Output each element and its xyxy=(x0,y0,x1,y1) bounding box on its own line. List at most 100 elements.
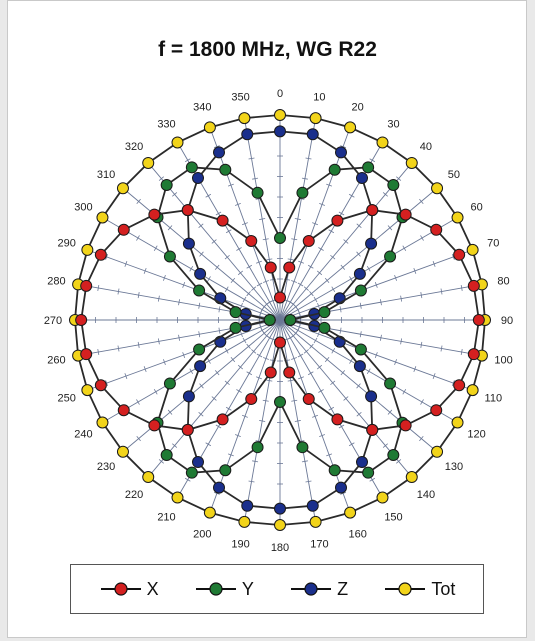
grid-tick xyxy=(234,434,241,437)
grid-tick xyxy=(305,157,312,160)
grid-tick xyxy=(328,406,335,411)
grid-tick xyxy=(413,267,417,274)
data-point-z xyxy=(182,390,195,403)
grid-tick xyxy=(340,491,347,495)
data-point-x xyxy=(80,348,93,361)
grid-tick xyxy=(207,276,211,282)
grid-tick xyxy=(356,411,362,417)
grid-tick xyxy=(340,145,347,149)
grid-tick xyxy=(356,223,362,229)
grid-tick xyxy=(420,292,423,299)
data-point-tot xyxy=(171,491,184,504)
grid-tick xyxy=(137,292,140,299)
angle-tick-label: 120 xyxy=(467,429,485,441)
grid-tick xyxy=(309,291,314,297)
grid-tick xyxy=(241,222,248,226)
grid-tick xyxy=(294,420,301,422)
grid-tick xyxy=(163,274,166,281)
legend-label-tot: Tot xyxy=(431,578,456,599)
grid-tick xyxy=(213,491,220,495)
grid-tick xyxy=(143,267,147,274)
grid-tick xyxy=(230,277,236,284)
data-point-x xyxy=(302,235,315,248)
grid-tick xyxy=(413,366,417,373)
data-point-z xyxy=(365,237,378,250)
grid-tick xyxy=(366,265,371,272)
data-point-tot xyxy=(142,471,155,484)
angle-tick-label: 330 xyxy=(157,118,175,130)
data-point-y xyxy=(274,232,286,244)
grid-tick xyxy=(369,477,376,482)
grid-tick xyxy=(291,280,297,283)
grid-tick xyxy=(348,442,355,447)
data-point-z xyxy=(213,481,226,494)
grid-tick xyxy=(356,383,361,389)
data-point-y xyxy=(274,396,286,408)
grid-tick xyxy=(305,480,312,483)
grid-tick xyxy=(374,281,378,288)
data-point-y xyxy=(219,163,232,176)
grid-tick xyxy=(153,245,158,252)
grid-tick xyxy=(343,396,349,401)
angle-tick-label: 320 xyxy=(125,141,143,153)
grid-tick xyxy=(237,364,244,370)
data-point-x xyxy=(264,366,277,379)
grid-tick xyxy=(105,253,109,260)
grid-tick xyxy=(394,274,397,281)
angle-tick-label: 340 xyxy=(193,102,211,114)
grid-tick xyxy=(387,409,393,415)
grid-tick xyxy=(227,183,234,187)
grid-tick xyxy=(256,376,262,380)
grid-tick xyxy=(189,265,194,272)
legend-item-z: Z xyxy=(289,579,348,600)
grid-tick xyxy=(256,282,263,287)
grid-tick xyxy=(240,331,243,337)
grid-tick xyxy=(230,356,236,363)
data-point-tot xyxy=(81,384,94,397)
grid-tick xyxy=(366,368,371,375)
grid-tick xyxy=(349,276,353,282)
angle-tick-label: 80 xyxy=(497,276,509,288)
angle-tick-label: 60 xyxy=(470,202,482,214)
grid-tick xyxy=(440,345,443,352)
angular-labels: 0 10 20 30 40 50 60 70 80 90 100 110 120 130 140 150 160… xyxy=(44,88,513,554)
data-point-y xyxy=(296,441,309,454)
grid-tick xyxy=(189,368,194,375)
data-point-y xyxy=(387,449,400,462)
grid-tick xyxy=(242,296,247,303)
data-point-y xyxy=(384,377,397,390)
grid-tick xyxy=(262,238,269,241)
grid-tick xyxy=(259,218,266,220)
data-point-x xyxy=(467,348,480,361)
data-point-tot xyxy=(96,211,109,224)
legend-marker-x xyxy=(100,582,141,596)
data-point-x xyxy=(75,314,88,326)
grid-tick xyxy=(214,370,220,376)
angle-tick-label: 300 xyxy=(74,202,92,214)
grid-tick xyxy=(287,379,294,382)
grid-tick xyxy=(419,436,424,442)
data-point-y xyxy=(160,449,173,462)
grid-tick xyxy=(359,331,362,338)
polar-grid xyxy=(75,115,485,525)
grid-tick xyxy=(313,337,318,344)
data-point-tot xyxy=(171,136,184,149)
data-point-x xyxy=(148,208,161,221)
grid-tick xyxy=(251,286,257,291)
angle-tick-label: 230 xyxy=(97,461,115,473)
grid-tick xyxy=(198,331,201,338)
data-point-tot xyxy=(405,156,418,169)
angle-tick-label: 160 xyxy=(348,528,366,540)
data-point-tot xyxy=(466,384,479,397)
grid-tick xyxy=(167,409,173,415)
grid-tick xyxy=(312,414,319,418)
angle-tick-label: 170 xyxy=(310,539,328,551)
data-point-y xyxy=(384,250,397,263)
grid-tick xyxy=(298,260,304,264)
angle-tick-label: 50 xyxy=(448,169,460,181)
grid-tick xyxy=(248,157,255,160)
grid-tick xyxy=(182,352,186,359)
data-point-x xyxy=(430,404,443,417)
grid-tick xyxy=(252,460,259,463)
data-point-x xyxy=(331,214,344,227)
